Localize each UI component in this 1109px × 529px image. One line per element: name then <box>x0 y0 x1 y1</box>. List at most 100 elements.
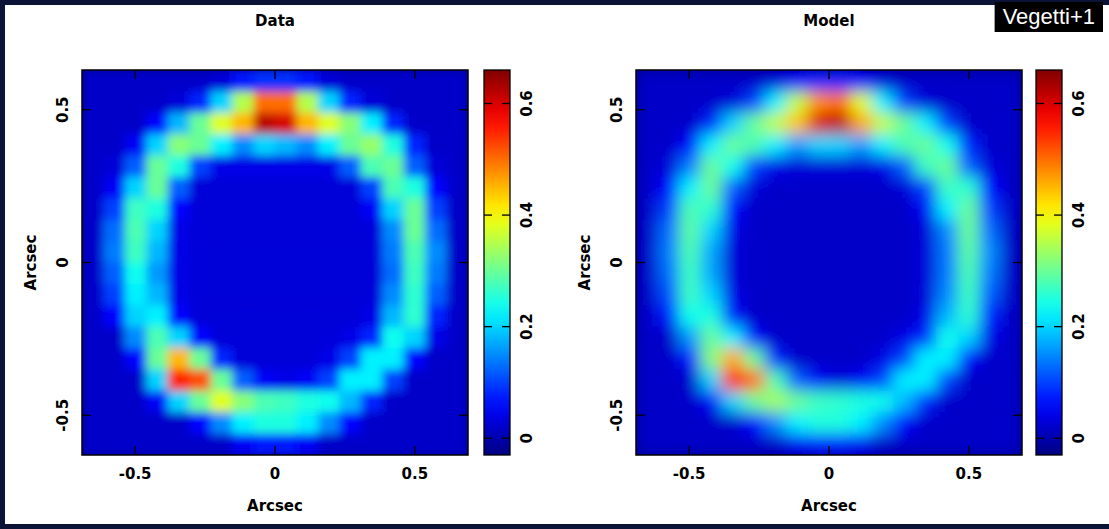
heatmap-cell <box>1001 369 1022 391</box>
heatmap-cell <box>339 305 361 327</box>
colorbar-tick <box>1054 214 1062 215</box>
heatmap-cell <box>103 263 125 285</box>
colorbar <box>484 70 510 455</box>
heatmap-cell <box>125 391 147 413</box>
heatmap-cell <box>722 284 744 306</box>
heatmap-cell <box>275 434 297 455</box>
heatmap-cell <box>636 220 658 242</box>
heatmap-cell <box>657 263 679 285</box>
colorbar-tick <box>1054 103 1062 104</box>
heatmap-cell <box>657 241 679 263</box>
heatmap-cell <box>103 156 125 178</box>
heatmap-cell <box>404 156 426 178</box>
heatmap-cell <box>168 220 190 242</box>
heatmap-cell <box>722 241 744 263</box>
colorbar-tick <box>502 438 510 439</box>
colorbar-tick <box>1036 214 1044 215</box>
heatmap-cell <box>168 263 190 285</box>
heatmap-cell <box>936 434 958 455</box>
heatmap-cell <box>893 70 915 92</box>
annotation-box <box>995 2 1103 32</box>
heatmap-cell <box>103 434 125 455</box>
heatmap-cell <box>404 220 426 242</box>
heatmap-cell <box>382 113 404 135</box>
y-tick-label: 0.5 <box>608 96 626 123</box>
heatmap-cell <box>657 434 679 455</box>
y-tick <box>82 262 91 263</box>
heatmap-cell <box>786 369 808 391</box>
heatmap-cell <box>808 305 830 327</box>
heatmap-cell <box>743 434 765 455</box>
heatmap-cell <box>254 391 276 413</box>
heatmap-cell <box>275 156 297 178</box>
slide-edge <box>0 0 5 529</box>
heatmap-cell <box>275 241 297 263</box>
heatmap-cell <box>318 369 340 391</box>
heatmap-cell <box>893 434 915 455</box>
heatmap-cell <box>808 412 830 434</box>
heatmap-cell <box>361 198 383 220</box>
heatmap-cell <box>679 70 701 92</box>
heatmap-cell <box>254 305 276 327</box>
heatmap-cell <box>318 113 340 135</box>
heatmap-cell <box>447 305 468 327</box>
heatmap-cell <box>979 134 1001 156</box>
heatmap-cell <box>636 177 658 199</box>
heatmap-cell <box>722 70 744 92</box>
heatmap-cell <box>339 369 361 391</box>
heatmap-cell <box>361 156 383 178</box>
heatmap-cell <box>636 241 658 263</box>
heatmap-cell <box>829 241 851 263</box>
heatmap-cell <box>657 284 679 306</box>
heatmap-cell <box>829 91 851 113</box>
heatmap-cell <box>447 284 468 306</box>
heatmap-cell <box>125 156 147 178</box>
heatmap-cell <box>339 348 361 370</box>
heatmap-cell <box>404 434 426 455</box>
heatmap-cell <box>275 305 297 327</box>
heatmap-cell <box>211 412 233 434</box>
heatmap-cell <box>82 305 104 327</box>
heatmap-cell <box>82 70 104 92</box>
heatmap-cell <box>700 348 722 370</box>
heatmap-cell <box>700 412 722 434</box>
heatmap-cell <box>979 70 1001 92</box>
heatmap-cell <box>447 91 468 113</box>
heatmap-cell <box>893 327 915 349</box>
heatmap-cell <box>447 134 468 156</box>
heatmap-cell <box>636 156 658 178</box>
heatmap-cell <box>850 91 872 113</box>
heatmap-cell <box>657 198 679 220</box>
heatmap-cell <box>808 391 830 413</box>
heatmap-cell <box>211 70 233 92</box>
heatmap-cell <box>850 434 872 455</box>
colorbar-tick-label: 0 <box>1070 433 1088 443</box>
heatmap-cell <box>722 91 744 113</box>
heatmap-cell <box>850 305 872 327</box>
heatmap-cell <box>936 156 958 178</box>
heatmap-cell <box>125 134 147 156</box>
heatmap-cell <box>722 134 744 156</box>
heatmap-cell <box>361 412 383 434</box>
heatmap-cell <box>636 134 658 156</box>
heatmap-cell <box>829 177 851 199</box>
heatmap-cell <box>872 91 894 113</box>
heatmap-cell <box>361 434 383 455</box>
heatmap-cells <box>636 70 1022 455</box>
heatmap-cell <box>125 348 147 370</box>
heatmap-cell <box>146 369 168 391</box>
heatmap-cell <box>103 327 125 349</box>
colorbar-tick-label: 0.6 <box>518 90 536 117</box>
heatmap-cell <box>722 391 744 413</box>
heatmap-cell <box>829 113 851 135</box>
slide-edge <box>0 524 1109 529</box>
heatmap-cell <box>254 434 276 455</box>
heatmap-cell <box>339 327 361 349</box>
heatmap-cell <box>146 391 168 413</box>
heatmap-cell <box>979 156 1001 178</box>
heatmap-cell <box>786 177 808 199</box>
x-tick-label: -0.5 <box>119 465 152 483</box>
heatmap-cell <box>211 241 233 263</box>
heatmap-cell <box>657 70 679 92</box>
heatmap-cell <box>679 348 701 370</box>
